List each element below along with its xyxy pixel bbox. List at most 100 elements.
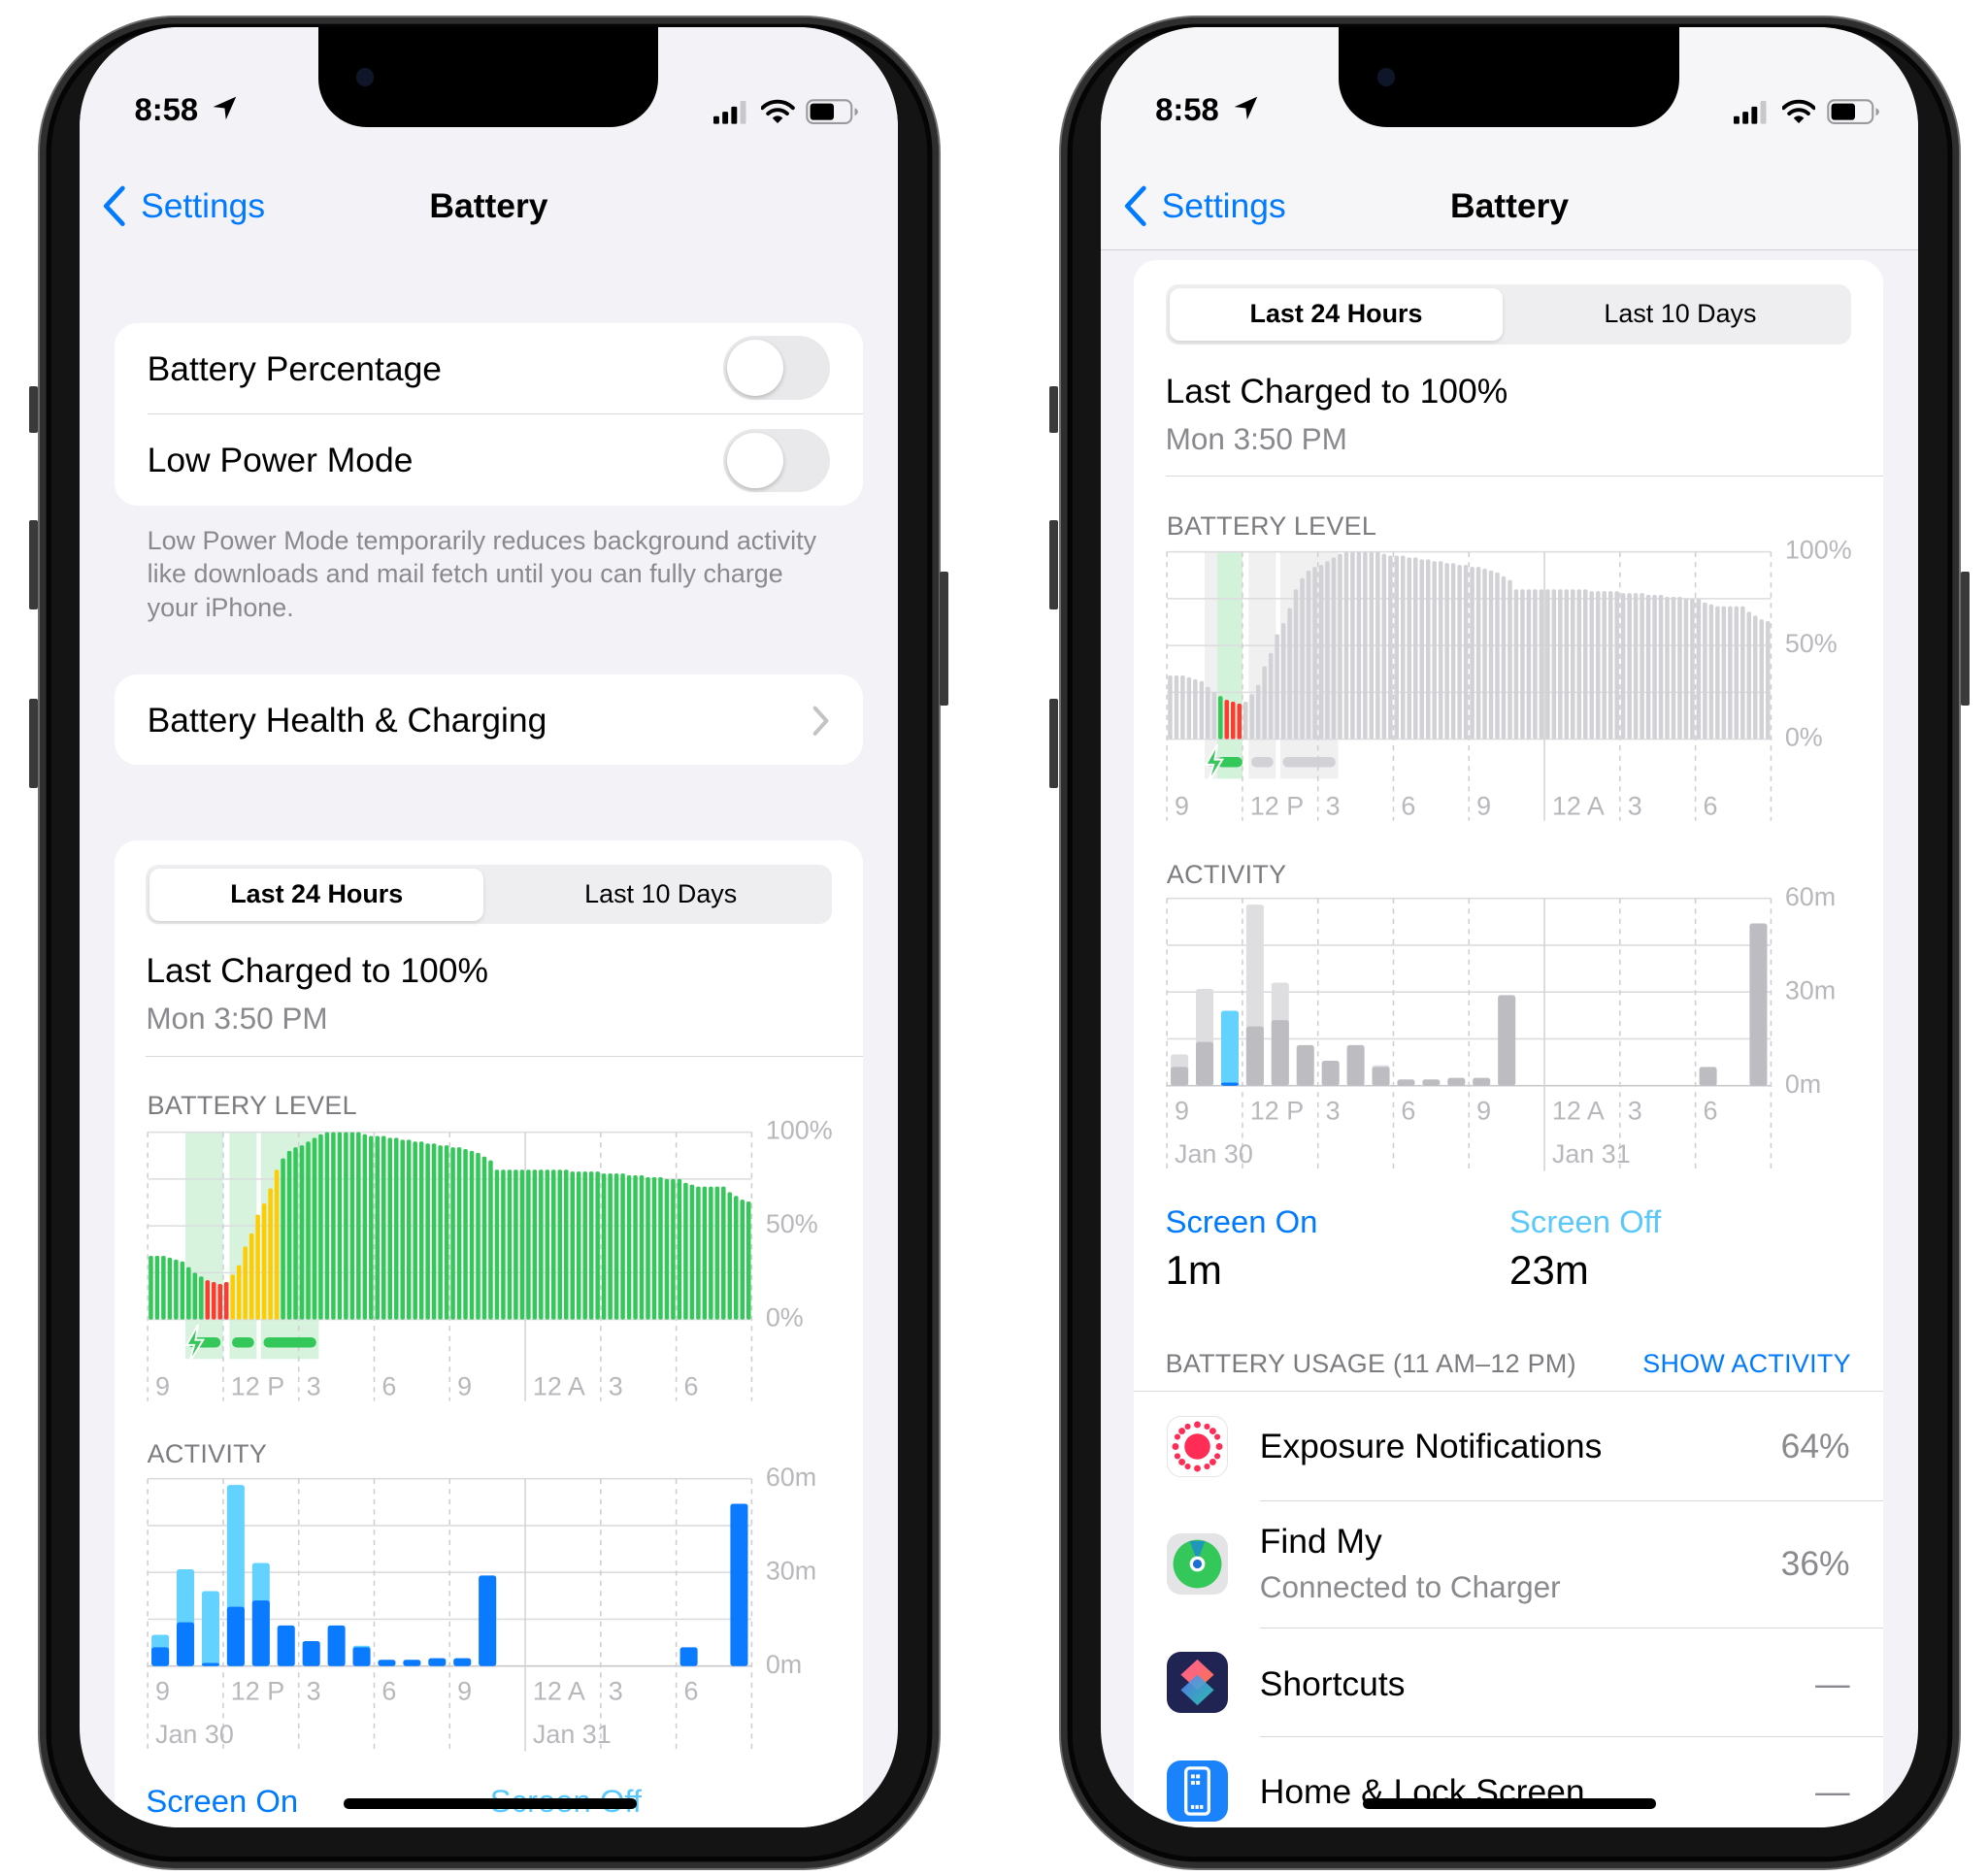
screen-on-bar xyxy=(351,1647,371,1666)
battery-percentage-label: Battery Percentage xyxy=(147,348,442,388)
battery-level-bar xyxy=(1224,700,1229,740)
battery-level-bar xyxy=(1394,555,1399,740)
screen-off-bar xyxy=(201,1591,219,1666)
battery-level-bar xyxy=(1349,552,1355,740)
home-indicator[interactable] xyxy=(1363,1798,1657,1809)
app-row[interactable]: Shortcuts — xyxy=(1134,1628,1883,1735)
activity-x-tick: 9 xyxy=(457,1676,472,1705)
battery-level-bar xyxy=(1412,557,1418,740)
battery-level-bar xyxy=(418,1141,423,1320)
last-charged-time: Mon 3:50 PM xyxy=(1165,420,1347,456)
back-button[interactable]: Settings xyxy=(101,181,265,232)
app-row[interactable]: Find My Connected to Charger 36% xyxy=(1134,1501,1883,1628)
show-activity-button[interactable]: SHOW ACTIVITY xyxy=(1642,1348,1851,1378)
battery-level-bar xyxy=(205,1279,210,1320)
battery-level-bar xyxy=(494,1169,499,1320)
battery-level-bar xyxy=(619,1172,625,1320)
battery-x-tick: 6 xyxy=(1401,792,1415,821)
battery-level-bar xyxy=(456,1146,461,1320)
app-row[interactable]: Exposure Notifications 64% xyxy=(1134,1392,1883,1500)
screen-off-label: Screen Off xyxy=(1509,1202,1662,1239)
screen-on-bar xyxy=(377,1660,395,1666)
battery-chart-card: Last 24 Hours Last 10 Days Last Charged … xyxy=(1133,260,1883,1828)
exposure-notifications-icon xyxy=(1166,1416,1228,1478)
battery-level-bar xyxy=(1457,565,1462,740)
battery-level-bar xyxy=(1627,593,1632,740)
status-bar: 8:58 xyxy=(1101,27,1919,154)
screen-on-bar xyxy=(226,1606,245,1666)
screen-on-bar xyxy=(1296,1045,1314,1087)
activity-x-tick: 9 xyxy=(1175,1097,1189,1126)
battery-level-bar xyxy=(487,1160,493,1320)
battery-charts[interactable]: 100% 50% 0% 9 12 P 3 6 9 12 A 3 6 60m 30m 0m 9 12 P 3 6 9 1… xyxy=(115,840,864,1809)
battery-level-bar xyxy=(1369,552,1374,740)
battery-level-bar xyxy=(1300,578,1305,740)
app-usage-percent: 64% xyxy=(1780,1427,1850,1466)
tab-last-24-hours[interactable]: Last 24 Hours xyxy=(1169,288,1504,342)
battery-level-bar xyxy=(248,1233,253,1320)
battery-level-bar xyxy=(1475,567,1481,740)
low-power-mode-toggle[interactable] xyxy=(723,428,831,493)
back-label: Settings xyxy=(141,185,266,225)
activity-label: ACTIVITY xyxy=(147,1438,268,1468)
app-row[interactable]: Home & Lock Screen — xyxy=(1134,1737,1883,1826)
scroll-content[interactable]: Battery Percentage Low Power Mode Low Po… xyxy=(80,27,898,1828)
screen-on-bar xyxy=(1346,1045,1365,1087)
screen-on-bar xyxy=(729,1503,747,1666)
battery-level-bar xyxy=(1519,589,1525,740)
battery-charts[interactable]: 100% 50% 0% 9 12 P 3 6 9 12 A 3 6 60m 30m 0m 9 12 P 3 6 9 1… xyxy=(1134,260,1883,1229)
activity-y-tick: 0m xyxy=(1785,1069,1821,1099)
toggle-group: Battery Percentage Low Power Mode xyxy=(114,322,864,506)
battery-level-bar xyxy=(714,1186,719,1320)
tab-last-10-days[interactable]: Last 10 Days xyxy=(584,878,738,908)
battery-level-bar xyxy=(312,1137,316,1320)
page-title: Battery xyxy=(429,185,548,225)
toggle-knob xyxy=(726,432,783,489)
battery-level-bar xyxy=(702,1186,707,1320)
battery-percentage-toggle[interactable] xyxy=(723,335,831,400)
battery-level-bar xyxy=(1280,623,1286,740)
battery-level-bar xyxy=(500,1169,506,1320)
back-button[interactable]: Settings xyxy=(1122,181,1286,232)
battery-x-tick: 12 A xyxy=(532,1371,584,1400)
battery-health-row[interactable]: Battery Health & Charging xyxy=(114,674,864,766)
screen-on-bar xyxy=(1397,1079,1415,1087)
side-button xyxy=(1049,699,1059,788)
battery-level-bar xyxy=(343,1132,348,1320)
activity-y-tick: 0m xyxy=(765,1650,801,1679)
battery-level-bar xyxy=(1633,593,1639,740)
battery-level-bar xyxy=(1337,554,1342,740)
battery-level-bar xyxy=(198,1276,204,1320)
screen: Last 24 Hours Last 10 Days Last Charged … xyxy=(1100,27,1919,1828)
time-range-segmented-control[interactable]: Last 24 Hours Last 10 Days xyxy=(146,864,832,925)
time-range-segmented-control[interactable]: Last 24 Hours Last 10 Days xyxy=(1165,284,1851,345)
iphone-right: Last 24 Hours Last 10 Days Last Charged … xyxy=(1049,15,1970,1871)
activity-x-tick: 9 xyxy=(155,1676,170,1705)
battery-level-bar xyxy=(1602,591,1607,740)
tab-last-24-hours[interactable]: Last 24 Hours xyxy=(149,868,484,921)
battery-level-bar xyxy=(1230,702,1236,740)
battery-level-bar xyxy=(1186,677,1191,740)
battery-level-bar xyxy=(727,1192,732,1320)
battery-level-bar xyxy=(513,1169,518,1320)
toggle-knob xyxy=(726,339,783,396)
home-indicator[interactable] xyxy=(343,1798,637,1809)
scroll-content[interactable]: Last 24 Hours Last 10 Days Last Charged … xyxy=(1101,27,1919,1828)
battery-level-bar xyxy=(180,1261,184,1320)
date-label: Jan 30 xyxy=(1175,1139,1253,1168)
app-detail: Connected to Charger xyxy=(1259,1568,1561,1604)
divider xyxy=(1133,1390,1883,1392)
battery-level-bar xyxy=(1576,589,1581,740)
battery-x-tick: 9 xyxy=(457,1371,472,1400)
tab-last-10-days[interactable]: Last 10 Days xyxy=(1604,299,1757,329)
battery-level-bar xyxy=(1167,675,1173,740)
battery-level-bar xyxy=(1759,619,1764,740)
battery-level-bar xyxy=(444,1144,448,1320)
battery-level-label: BATTERY LEVEL xyxy=(1166,511,1377,542)
battery-level-bar xyxy=(1463,565,1469,740)
notch xyxy=(317,27,659,127)
battery-level-bar xyxy=(1217,696,1223,740)
battery-x-tick: 9 xyxy=(1476,792,1491,821)
battery-level-bar xyxy=(437,1144,443,1320)
battery-level-bar xyxy=(449,1146,455,1320)
